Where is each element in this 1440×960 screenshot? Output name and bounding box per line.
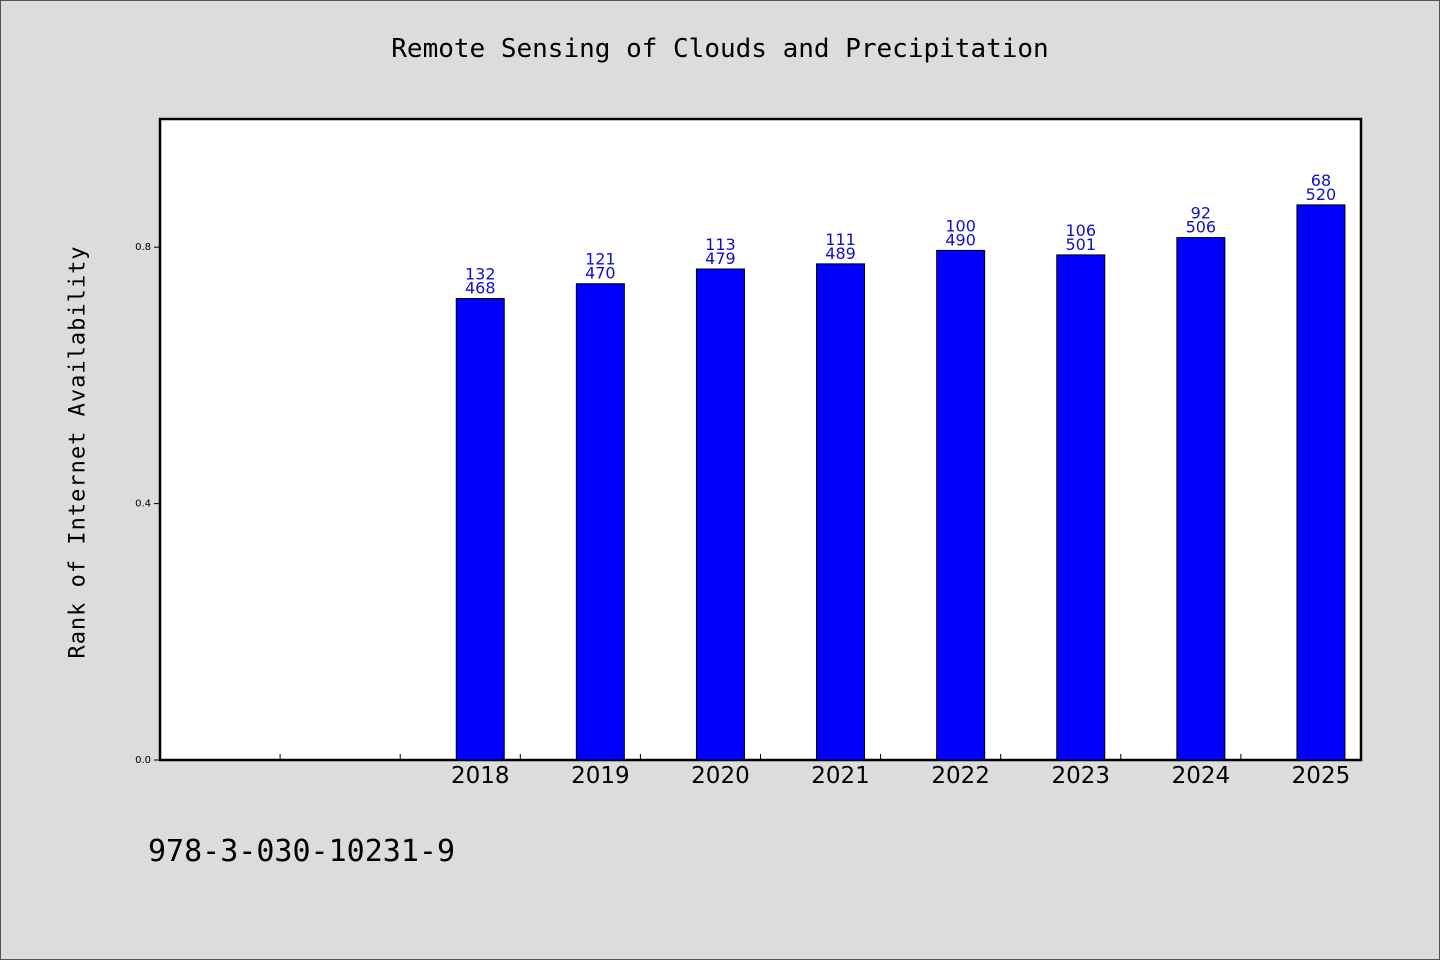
data-label-top: 92 [1191, 204, 1211, 223]
bar-series [455, 204, 1346, 761]
y-axis: 0.0 0.4 0.8 [135, 242, 160, 766]
y-tick-label: 0.8 [135, 242, 151, 253]
data-label-bottom: 490 [945, 230, 976, 249]
plot-area [158, 117, 1363, 762]
data-label-bottom: 470 [585, 264, 616, 283]
data-label-top: 132 [465, 264, 496, 283]
bar [1296, 204, 1346, 761]
chart-title: Remote Sensing of Clouds and Precipitati… [391, 34, 1049, 64]
bar [1176, 237, 1226, 761]
data-label-top: 100 [945, 216, 976, 235]
data-label-top: 113 [705, 235, 736, 254]
y-tick-label: 0.4 [135, 499, 151, 510]
bar [936, 249, 986, 761]
x-tick-label: 2023 [1051, 763, 1110, 789]
isbn-text: 978-3-030-10231-9 [148, 834, 456, 869]
y-tick-label: 0.0 [135, 755, 151, 766]
data-label-bottom: 489 [825, 244, 856, 263]
data-label-bottom: 468 [465, 278, 496, 297]
bar [816, 263, 866, 761]
x-tick-label: 2024 [1172, 763, 1231, 789]
x-axis: 2018 2019 2020 2021 2022 2023 2024 2025 [279, 754, 1351, 789]
data-label-top: 111 [825, 230, 856, 249]
x-tick-label: 2025 [1292, 763, 1351, 789]
bar [695, 268, 745, 761]
bar [575, 283, 625, 761]
x-tick-label: 2019 [571, 763, 630, 789]
bar [1056, 254, 1106, 761]
x-tick-label: 2022 [931, 763, 990, 789]
data-label-top: 121 [585, 250, 616, 269]
data-label-bottom: 479 [705, 249, 736, 268]
data-label-bottom: 506 [1186, 218, 1217, 237]
x-tick-label: 2020 [691, 763, 750, 789]
data-label-bottom: 501 [1065, 235, 1096, 254]
data-label-bottom: 520 [1306, 185, 1337, 204]
data-label-top: 106 [1065, 221, 1096, 240]
data-label-top: 68 [1311, 171, 1331, 190]
x-tick-label: 2021 [811, 763, 870, 789]
x-tick-label: 2018 [451, 763, 510, 789]
bar [455, 297, 505, 761]
